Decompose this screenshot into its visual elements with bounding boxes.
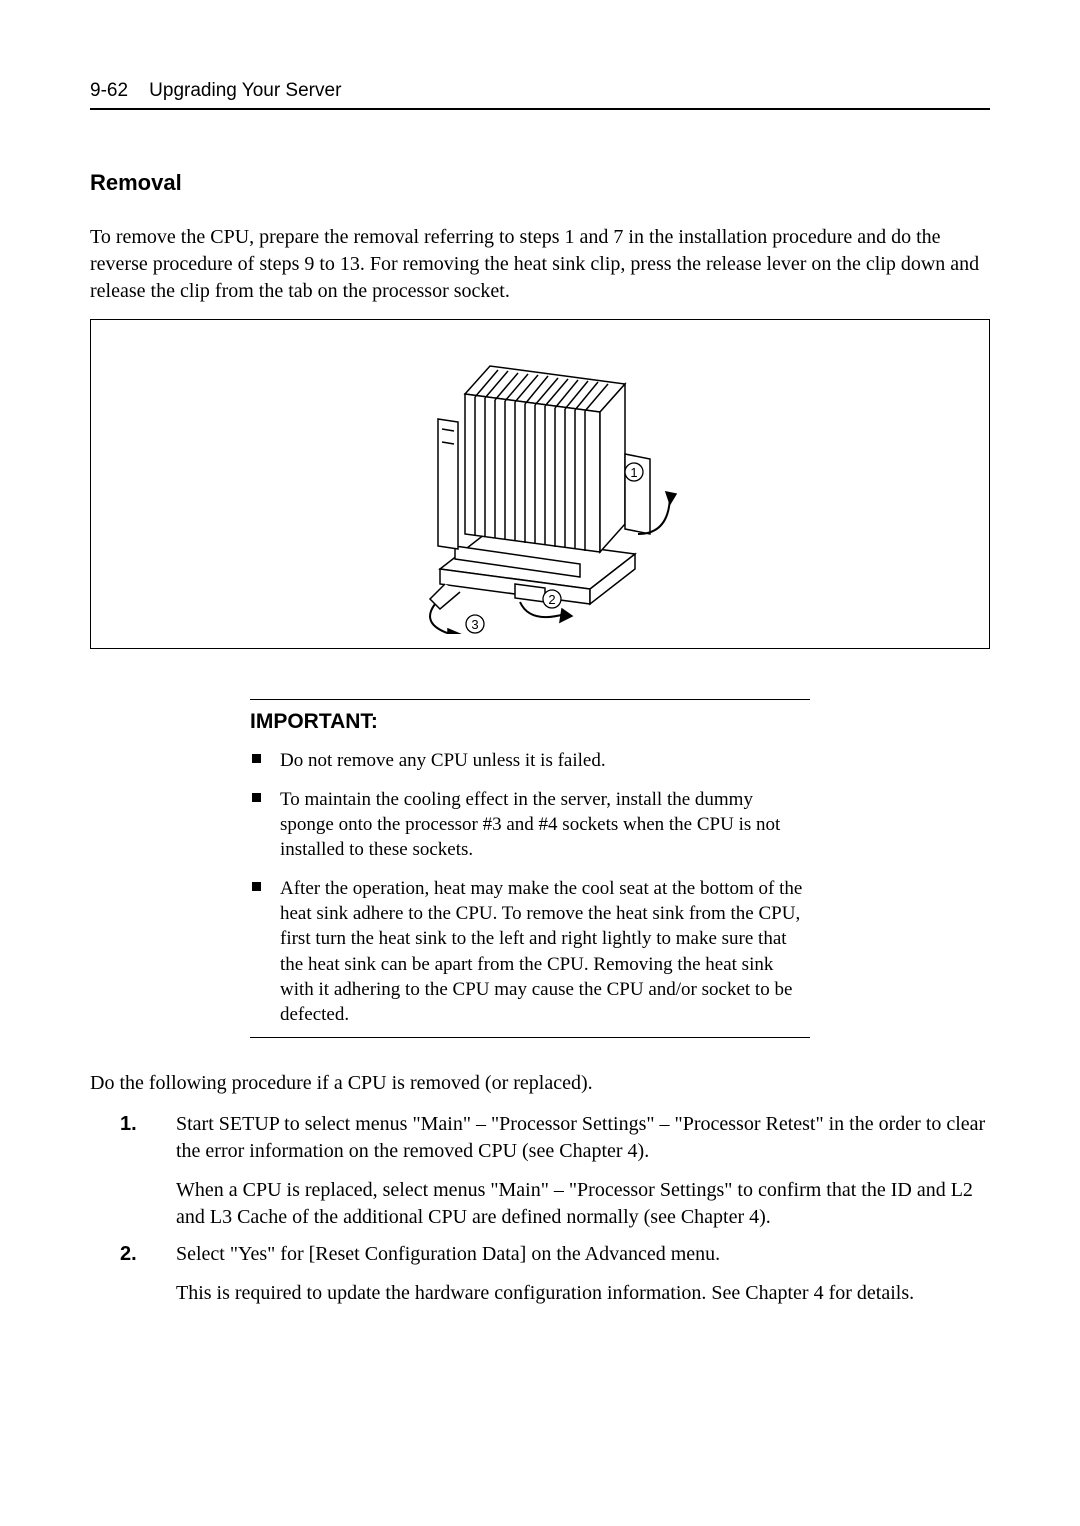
bullet-icon <box>252 882 261 891</box>
steps-list: 1. Start SETUP to select menus "Main" – … <box>120 1111 990 1307</box>
section-title: Removal <box>90 170 990 196</box>
steps-intro: Do the following procedure if a CPU is r… <box>90 1072 990 1095</box>
important-title: IMPORTANT: <box>250 710 810 734</box>
important-item-text: To maintain the cooling effect in the se… <box>280 789 780 860</box>
important-item-text: After the operation, heat may make the c… <box>280 878 802 1024</box>
callout-3: 3 <box>471 617 478 632</box>
important-item: After the operation, heat may make the c… <box>250 876 810 1026</box>
step-subtext: When a CPU is replaced, select menus "Ma… <box>176 1177 990 1231</box>
step-number: 1. <box>120 1111 137 1138</box>
important-item-text: Do not remove any CPU unless it is faile… <box>280 750 606 771</box>
step-number: 2. <box>120 1241 137 1268</box>
callout-2: 2 <box>548 592 555 607</box>
bullet-icon <box>252 754 261 763</box>
page-number: 9-62 <box>90 80 128 101</box>
step-item: 1. Start SETUP to select menus "Main" – … <box>120 1111 990 1231</box>
important-block: IMPORTANT: Do not remove any CPU unless … <box>250 699 810 1038</box>
bullet-icon <box>252 793 261 802</box>
important-list: Do not remove any CPU unless it is faile… <box>250 748 810 1027</box>
page-header-title: Upgrading Your Server <box>149 80 341 101</box>
header-rule <box>90 108 990 110</box>
step-item: 2. Select "Yes" for [Reset Configuration… <box>120 1241 990 1307</box>
step-text: Start SETUP to select menus "Main" – "Pr… <box>176 1113 985 1162</box>
page-header: 9-62 Upgrading Your Server <box>90 80 990 102</box>
important-bottom-rule <box>250 1037 810 1038</box>
callout-1: 1 <box>630 465 637 480</box>
step-subtext: This is required to update the hardware … <box>176 1280 990 1307</box>
figure-container: 1 2 3 <box>90 319 990 649</box>
important-top-rule <box>250 699 810 700</box>
important-item: To maintain the cooling effect in the se… <box>250 787 810 862</box>
important-item: Do not remove any CPU unless it is faile… <box>250 748 810 773</box>
intro-paragraph: To remove the CPU, prepare the removal r… <box>90 224 990 305</box>
step-text: Select "Yes" for [Reset Configuration Da… <box>176 1243 720 1265</box>
heatsink-diagram: 1 2 3 <box>370 334 710 634</box>
